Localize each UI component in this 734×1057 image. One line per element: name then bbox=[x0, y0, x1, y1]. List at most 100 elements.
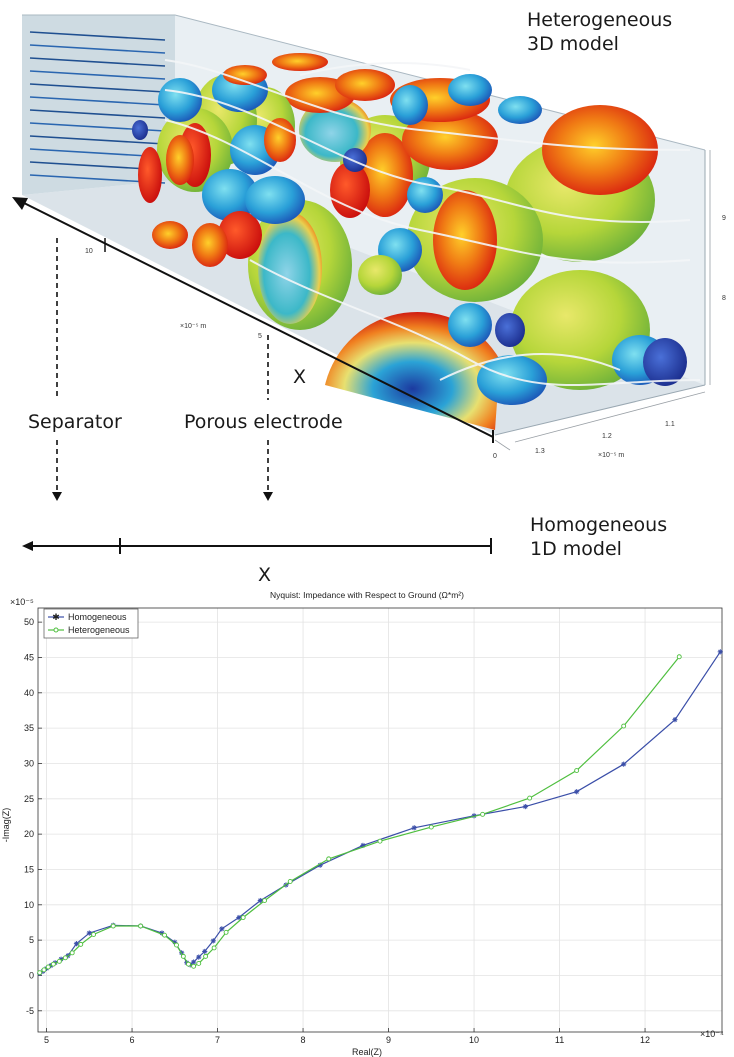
y-tick-label: 50 bbox=[24, 617, 34, 627]
point-heterogeneous bbox=[203, 953, 209, 959]
point-heterogeneous bbox=[211, 945, 217, 951]
x-axis-label: Real(Z) bbox=[352, 1047, 382, 1057]
point-heterogeneous bbox=[186, 961, 191, 967]
point-heterogeneous bbox=[37, 970, 43, 976]
point-homogeneous bbox=[210, 938, 216, 944]
chart-title: Nyquist: Impedance with Respect to Groun… bbox=[270, 590, 464, 600]
point-heterogeneous bbox=[174, 942, 179, 948]
arrowhead bbox=[263, 492, 273, 501]
electrode-particles bbox=[132, 53, 687, 430]
x-tick-label: 7 bbox=[215, 1035, 220, 1045]
legend-marker-homogeneous: ✱ bbox=[52, 612, 60, 622]
heterogeneous-3d-label: Heterogeneous 3D model bbox=[527, 9, 673, 55]
arrowhead bbox=[52, 492, 62, 501]
point-homogeneous bbox=[672, 717, 678, 723]
point-heterogeneous bbox=[676, 654, 682, 660]
point-heterogeneous bbox=[45, 964, 51, 970]
separator-label: Separator bbox=[28, 411, 122, 433]
x-tick-label: 9 bbox=[386, 1035, 391, 1045]
point-heterogeneous bbox=[196, 961, 202, 966]
axis-tick: 5 bbox=[258, 333, 262, 340]
axis-tick: 1.3 bbox=[535, 448, 545, 455]
point-homogeneous bbox=[236, 914, 242, 921]
legend-label-heterogeneous: Heterogeneous bbox=[68, 625, 130, 635]
legend-box bbox=[43, 608, 139, 639]
axis-tick: 8 bbox=[722, 295, 726, 302]
nyquist-chart: Nyquist: Impedance with Respect to Groun… bbox=[1, 590, 724, 1057]
point-heterogeneous bbox=[621, 723, 627, 729]
y-tick-label: -5 bbox=[26, 1006, 34, 1016]
point-heterogeneous bbox=[91, 932, 97, 937]
point-homogeneous bbox=[73, 941, 80, 947]
axis-tick: 9 bbox=[722, 215, 726, 222]
point-heterogeneous bbox=[78, 941, 84, 947]
axis-tick: 10 bbox=[85, 248, 93, 255]
point-heterogeneous bbox=[527, 795, 533, 801]
point-homogeneous bbox=[202, 948, 208, 955]
point-heterogeneous bbox=[56, 958, 62, 964]
dashed-arrows bbox=[56, 238, 269, 494]
point-heterogeneous bbox=[50, 961, 56, 967]
x-tick-label: 11 bbox=[555, 1035, 564, 1045]
point-homogeneous bbox=[574, 789, 580, 795]
y-tick-label: 5 bbox=[29, 935, 34, 945]
point-homogeneous bbox=[522, 803, 528, 810]
point-homogeneous bbox=[86, 930, 92, 936]
y-tick-label: 20 bbox=[24, 829, 34, 839]
y-tick-label: 45 bbox=[24, 652, 34, 662]
x-tick-label: 12 bbox=[640, 1035, 650, 1045]
axis-unit: ×10⁻⁵ m bbox=[180, 323, 207, 330]
white-streamlines bbox=[164, 59, 701, 386]
y-multiplier: ×10⁻⁵ bbox=[10, 597, 34, 607]
point-homogeneous bbox=[219, 926, 225, 932]
series bbox=[37, 649, 723, 976]
axis-tick: 1.1 bbox=[665, 421, 675, 428]
point-heterogeneous bbox=[62, 955, 68, 961]
point-heterogeneous bbox=[191, 963, 197, 969]
x-tick-label: 6 bbox=[130, 1035, 135, 1045]
point-homogeneous bbox=[196, 954, 202, 960]
point-heterogeneous bbox=[162, 932, 167, 938]
box-axes bbox=[494, 150, 711, 451]
point-heterogeneous bbox=[262, 898, 268, 904]
axis-tick: 0 bbox=[493, 453, 497, 460]
point-homogeneous bbox=[411, 825, 417, 831]
point-heterogeneous bbox=[223, 929, 229, 935]
y-tick-label: 15 bbox=[24, 864, 34, 874]
electrode-model-diagram bbox=[12, 14, 711, 554]
point-heterogeneous bbox=[110, 923, 116, 929]
point-heterogeneous bbox=[69, 950, 75, 956]
series-line-heterogeneous bbox=[39, 656, 680, 974]
x-axis-arrow bbox=[12, 197, 494, 443]
point-heterogeneous bbox=[326, 856, 332, 862]
point-homogeneous bbox=[717, 649, 723, 655]
y-tick-label: 30 bbox=[24, 758, 34, 768]
y-tick-label: 10 bbox=[24, 900, 34, 910]
axis-tick: 1.2 bbox=[602, 433, 612, 440]
x-label-top: X bbox=[293, 366, 307, 388]
x-tick-label: 8 bbox=[301, 1035, 306, 1045]
homogeneous-1d-label: Homogeneous 1D model bbox=[530, 514, 668, 560]
point-homogeneous bbox=[257, 897, 263, 904]
point-heterogeneous bbox=[428, 824, 434, 830]
point-homogeneous bbox=[621, 761, 627, 767]
porous-electrode-label: Porous electrode bbox=[184, 411, 343, 433]
point-heterogeneous bbox=[41, 967, 47, 973]
point-heterogeneous bbox=[138, 923, 144, 929]
y-tick-label: 0 bbox=[29, 970, 34, 980]
x-multiplier: ×10⁻⁴ bbox=[700, 1029, 724, 1039]
point-heterogeneous bbox=[574, 768, 580, 773]
point-heterogeneous bbox=[377, 838, 383, 844]
plot-frame bbox=[37, 607, 723, 1033]
legend-label-homogeneous: Homogeneous bbox=[68, 612, 127, 622]
y-axis-label: -Imag(Z) bbox=[1, 808, 11, 843]
y-tick-label: 25 bbox=[24, 794, 34, 804]
y-tick-label: 35 bbox=[24, 723, 34, 733]
one-d-model-line bbox=[22, 538, 492, 554]
tick-labels: 5 6 7 8 9 10 11 12 -5 0 5 10 15 20 25 30 35 40 45 50 bbox=[24, 617, 650, 1045]
legend: ✱ Homogeneous Heterogeneous bbox=[43, 608, 139, 639]
legend-marker-heterogeneous bbox=[53, 627, 59, 633]
axis-unit: ×10⁻⁵ m bbox=[598, 452, 625, 459]
point-heterogeneous bbox=[287, 879, 293, 884]
point-heterogeneous bbox=[180, 953, 186, 959]
